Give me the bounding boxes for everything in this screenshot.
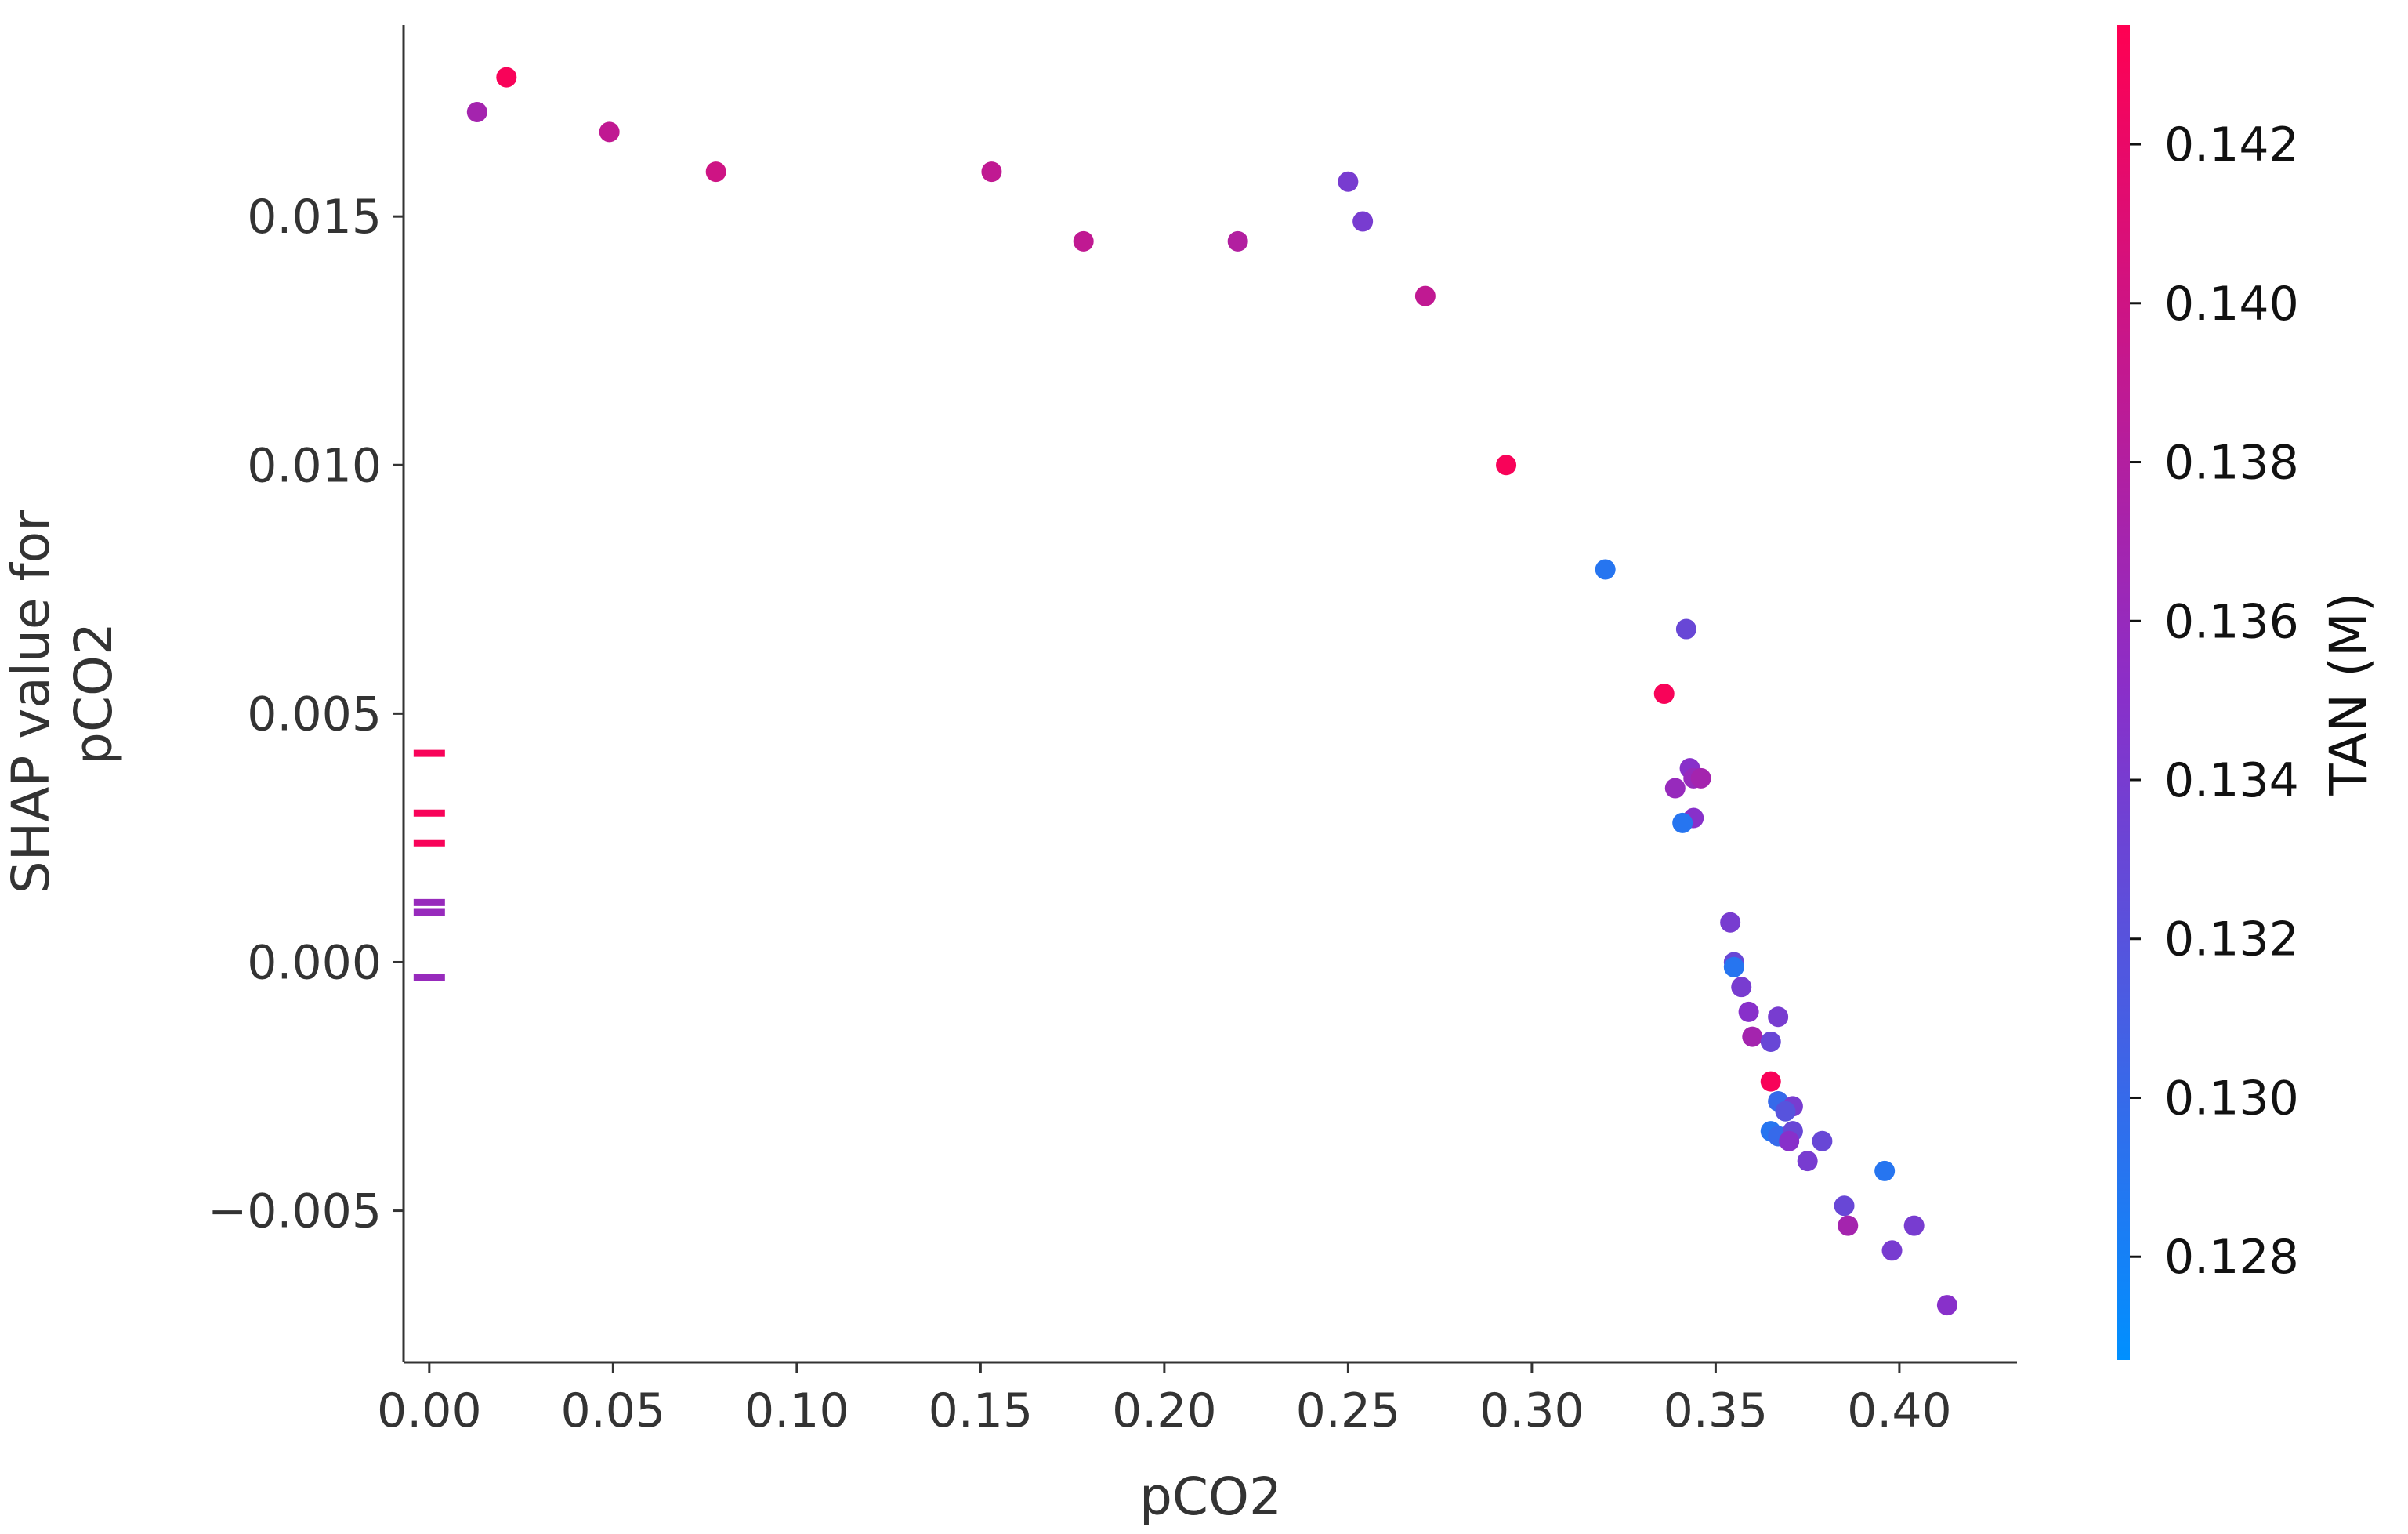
scatter-point bbox=[1834, 1195, 1855, 1217]
scatter-point bbox=[1936, 1295, 1957, 1316]
scatter-point bbox=[1675, 618, 1696, 640]
scatter-point bbox=[1595, 559, 1616, 580]
scatter-point bbox=[1338, 171, 1359, 192]
scatter-point bbox=[981, 161, 1002, 183]
x-tick-label: 0.35 bbox=[1664, 1384, 1769, 1438]
y-tick-label: 0.005 bbox=[247, 687, 382, 742]
x-tick-label: 0.10 bbox=[744, 1384, 849, 1438]
colorbar-tick-label: 0.134 bbox=[2164, 753, 2299, 808]
x-tick-label: 0.40 bbox=[1847, 1384, 1952, 1438]
scatter-point bbox=[1881, 1240, 1903, 1261]
colorbar-tick-label: 0.136 bbox=[2164, 594, 2299, 649]
x-tick-label: 0.25 bbox=[1296, 1384, 1401, 1438]
y-tick-label: 0.000 bbox=[247, 935, 382, 990]
scatter-point bbox=[1768, 1006, 1789, 1028]
colorbar-tick-label: 0.138 bbox=[2164, 436, 2299, 491]
x-tick-label: 0.00 bbox=[377, 1384, 482, 1438]
scatter-point bbox=[1073, 230, 1094, 252]
scatter-point bbox=[1690, 767, 1711, 789]
scatter-points bbox=[466, 67, 1957, 1316]
colorbar-tick-label: 0.128 bbox=[2164, 1230, 2299, 1285]
colorbar-ticks: 0.128 0.130 0.132 0.134 0.136 0.138 0.140 0.142 bbox=[2130, 118, 2299, 1285]
x-axis-ticks: 0.00 0.05 0.10 0.15 0.20 0.25 0.30 0.35 0.40 bbox=[377, 1362, 1952, 1438]
colorbar-title: TAN (M) bbox=[2319, 592, 2379, 796]
scatter-point bbox=[1731, 977, 1752, 998]
scatter-point bbox=[1797, 1151, 1818, 1172]
rug-marks bbox=[413, 749, 445, 981]
scatter-point bbox=[1760, 1031, 1781, 1052]
scatter-point bbox=[1496, 455, 1517, 476]
colorbar bbox=[2117, 25, 2130, 1360]
y-tick-label: −0.005 bbox=[208, 1184, 382, 1239]
scatter-point bbox=[1760, 1071, 1781, 1092]
y-axis-title: SHAP value for pCO2 bbox=[1, 494, 124, 894]
scatter-point bbox=[705, 161, 726, 183]
x-axis-title: pCO2 bbox=[1139, 1467, 1282, 1527]
scatter-point bbox=[1352, 211, 1374, 232]
y-axis-title-line1: SHAP value for bbox=[1, 510, 61, 894]
x-tick-label: 0.30 bbox=[1479, 1384, 1584, 1438]
scatter-point bbox=[1738, 1001, 1759, 1022]
scatter-point bbox=[496, 67, 517, 88]
scatter-point bbox=[1664, 778, 1686, 799]
scatter-point bbox=[466, 101, 487, 122]
y-tick-label: 0.015 bbox=[247, 190, 382, 245]
scatter-point bbox=[599, 121, 620, 143]
scatter-point bbox=[1775, 1101, 1796, 1122]
colorbar-tick-label: 0.130 bbox=[2164, 1071, 2299, 1126]
colorbar-tick-label: 0.142 bbox=[2164, 118, 2299, 172]
scatter-point bbox=[1672, 812, 1693, 833]
scatter-point bbox=[1838, 1215, 1859, 1236]
x-tick-label: 0.15 bbox=[929, 1384, 1034, 1438]
scatter-point bbox=[1779, 1130, 1800, 1151]
scatter-point bbox=[1227, 230, 1248, 252]
scatter-point bbox=[1903, 1215, 1925, 1236]
scatter-point bbox=[1812, 1130, 1833, 1151]
x-tick-label: 0.05 bbox=[561, 1384, 666, 1438]
scatter-point bbox=[1742, 1026, 1763, 1047]
y-axis-ticks: −0.005 0.000 0.005 0.010 0.015 bbox=[208, 190, 404, 1239]
colorbar-tick-label: 0.132 bbox=[2164, 912, 2299, 967]
x-tick-label: 0.20 bbox=[1112, 1384, 1217, 1438]
y-tick-label: 0.010 bbox=[247, 438, 382, 493]
scatter-point bbox=[1653, 684, 1675, 704]
scatter-point bbox=[1720, 912, 1741, 933]
scatter-point bbox=[1874, 1160, 1896, 1181]
scatter-point bbox=[1414, 285, 1436, 306]
y-axis-title-line2: pCO2 bbox=[63, 622, 124, 765]
colorbar-tick-label: 0.140 bbox=[2164, 277, 2299, 332]
scatter-point bbox=[1723, 956, 1744, 977]
